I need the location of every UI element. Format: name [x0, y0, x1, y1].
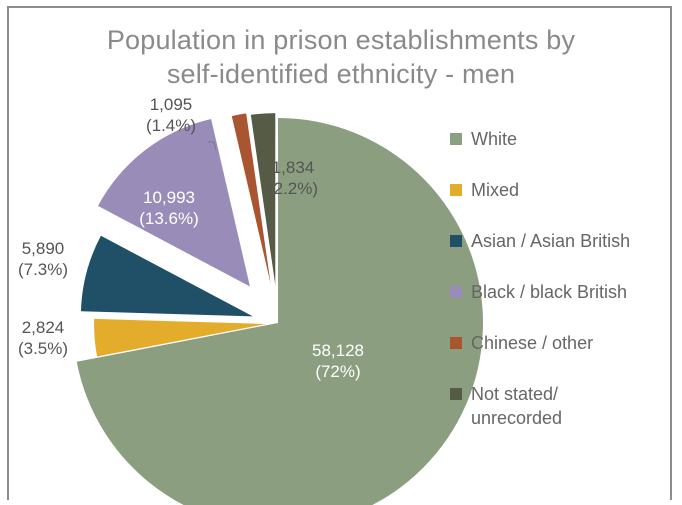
- legend-label-5: Not stated/unrecorded: [471, 384, 562, 428]
- data-label-3: 10,993 (13.6%): [139, 188, 199, 228]
- legend-swatch-2: [450, 235, 462, 247]
- legend-swatch-1: [450, 184, 462, 196]
- pie-slice-2: [80, 235, 253, 317]
- chart-title-line-1: Population in prison establishments by: [106, 25, 576, 55]
- legend-swatch-5: [450, 388, 462, 400]
- data-label-2: 5,890 (7.3%): [18, 239, 68, 279]
- legend-label-2: Asian / Asian British: [471, 231, 630, 251]
- leader-line: [208, 141, 217, 151]
- pie-slice-1: [94, 318, 267, 357]
- pie-slice-4: [231, 113, 271, 284]
- legend-label-3: Black / black British: [471, 282, 627, 302]
- legend-label-1: Mixed: [471, 180, 519, 200]
- pie-slice-5: [250, 113, 276, 286]
- legend-label-4: Chinese / other: [471, 333, 593, 353]
- pie-slice-0: [76, 118, 483, 505]
- legend-swatch-4: [450, 337, 462, 349]
- data-label-0: 58,128 (72%): [312, 341, 364, 381]
- data-label-5: 1,834 (2.2%): [268, 158, 318, 198]
- pie-slice-3: [98, 118, 250, 287]
- data-label-4: 1,095 (1.4%): [146, 95, 196, 135]
- chart-title-line-2: self-identified ethnicity - men: [166, 59, 516, 89]
- data-label-1: 2,824 (3.5%): [18, 318, 68, 358]
- frame-rule: [7, 472, 9, 500]
- legend-swatch-0: [450, 133, 462, 145]
- legend-swatch-3: [450, 286, 462, 298]
- chart-frame: [7, 6, 672, 500]
- legend-label-0: White: [471, 129, 517, 149]
